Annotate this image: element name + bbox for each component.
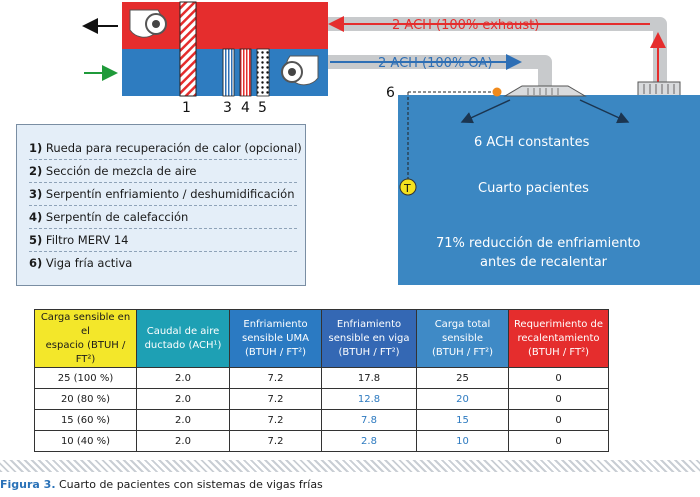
table-cell: 2.0: [136, 388, 230, 410]
table-cell: 20 (80 %): [34, 388, 137, 410]
table-cell: 10 (40 %): [34, 430, 137, 452]
table-row: 15 (60 %) 2.0 7.2 7.8 15 0: [34, 409, 609, 431]
header-space-load: Carga sensible en el espacio (BTUH / FT²): [34, 309, 137, 368]
legend-item: 2) Sección de mezcla de aire: [29, 160, 297, 183]
component-number-1: 1: [182, 100, 191, 116]
table-cell: 20: [416, 388, 509, 410]
header-reheat: Requerimiento de recalentamiento (BTUH / F…: [508, 309, 609, 368]
exhaust-fan-icon: [129, 9, 167, 38]
supply-duct: [300, 54, 552, 90]
legend-item: 5) Filtro MERV 14: [29, 229, 297, 252]
table-cell: 7.2: [229, 430, 322, 452]
component-number-3: 3: [223, 100, 232, 116]
room-constant-label: 6 ACH constantes: [474, 135, 590, 150]
legend-item: 6) Viga fría activa: [29, 256, 133, 270]
table-cell: 10: [416, 430, 509, 452]
svg-text:T: T: [403, 182, 411, 195]
caption-divider: [0, 460, 700, 472]
table-cell: 7.2: [229, 367, 322, 389]
table-row: 10 (40 %) 2.0 7.2 2.8 10 0: [34, 430, 609, 452]
system-diagram: 2 ACH (100% exhaust) 2 ACH (100% OA) 1 3…: [82, 1, 700, 285]
thermostat-icon: T: [399, 178, 417, 196]
exhaust-duct: [325, 16, 667, 90]
legend-item: 4) Serpentín de calefacción: [29, 206, 297, 229]
beam-number-6: 6: [386, 85, 395, 101]
figure-caption: Figura 3. Cuarto de pacientes con sistem…: [0, 478, 323, 491]
supply-fan-icon: [281, 55, 319, 86]
component-legend: 1) Rueda para recuperación de calor (opc…: [16, 124, 306, 286]
table-cell: 7.2: [229, 409, 322, 431]
header-ahu-cooling: Enfriamiento sensible UMA (BTUH / FT²): [229, 309, 322, 368]
table-cell: 0: [508, 367, 609, 389]
header-duct-airflow: Caudal de aire ductado (ACH¹): [136, 309, 230, 368]
room-air-arrow-right: [579, 99, 630, 124]
load-table: Carga sensible en el espacio (BTUH / FT²)…: [34, 309, 609, 452]
header-beam-cooling: Enfriamiento sensible en viga (BTUH / FT²): [321, 309, 417, 368]
legend-item: 1) Rueda para recuperación de calor (opc…: [29, 137, 302, 160]
room-reduction-line1: 71% reducción de enfriamiento: [436, 236, 641, 251]
table-cell: 12.8: [321, 388, 417, 410]
header-total-load: Carga total sensible (BTUH / FT²): [416, 309, 509, 368]
table-cell: 7.2: [229, 388, 322, 410]
component-number-4: 4: [241, 100, 250, 116]
table-cell: 0: [508, 430, 609, 452]
table-cell: 7.8: [321, 409, 417, 431]
room-air-arrow-left: [460, 99, 511, 124]
table-row: 20 (80 %) 2.0 7.2 12.8 20 0: [34, 388, 609, 410]
table-cell: 15: [416, 409, 509, 431]
table-cell: 17.8: [321, 367, 417, 389]
legend-item: 3) Serpentín enfriamiento / deshumidific…: [29, 183, 297, 206]
table-header-row: Carga sensible en el espacio (BTUH / FT²)…: [34, 309, 609, 368]
component-number-5: 5: [258, 100, 267, 116]
exhaust-label: 2 ACH (100% exhaust): [392, 18, 539, 33]
table-cell: 2.0: [136, 409, 230, 431]
table-cell: 15 (60 %): [34, 409, 137, 431]
caption-text: Cuarto de pacientes con sistemas de viga…: [55, 478, 323, 491]
table-cell: 0: [508, 409, 609, 431]
room-name: Cuarto pacientes: [478, 181, 589, 196]
valve-dot: [492, 87, 502, 97]
table-cell: 0: [508, 388, 609, 410]
patient-room: [398, 95, 700, 285]
table-cell: 25: [416, 367, 509, 389]
figure-label: Figura 3.: [0, 478, 56, 491]
table-cell: 2.8: [321, 430, 417, 452]
chilled-beam: [503, 85, 587, 97]
table-cell: 25 (100 %): [34, 367, 137, 389]
oa-label: 2 ACH (100% OA): [378, 56, 492, 71]
table-cell: 2.0: [136, 367, 230, 389]
table-row: 25 (100 %) 2.0 7.2 17.8 25 0: [34, 367, 609, 389]
table-cell: 2.0: [136, 430, 230, 452]
room-reduction-line2: antes de recalentar: [480, 255, 608, 270]
